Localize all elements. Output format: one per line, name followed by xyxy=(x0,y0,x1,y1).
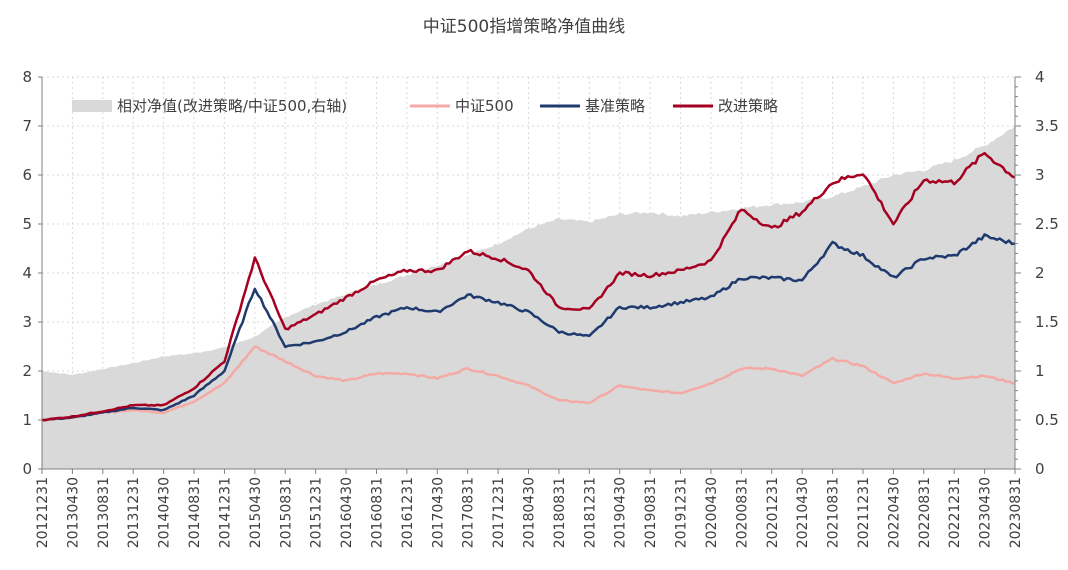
x-tick-label-25: 20210430 xyxy=(795,477,811,548)
chart-title: 中证500指增策略净值曲线 xyxy=(423,17,625,37)
y2-tick-label-7: 3.5 xyxy=(1035,117,1059,135)
legend-label-2: 基准策略 xyxy=(585,97,645,115)
x-tick-label-8: 20150831 xyxy=(278,477,294,548)
y-tick-label-5: 5 xyxy=(22,215,32,233)
y-tick-label-3: 3 xyxy=(22,313,32,331)
x-tick-label-20: 20190831 xyxy=(643,477,659,548)
legend: 相对净值(改进策略/中证500,右轴) 中证500 基准策略 改进策略 xyxy=(72,97,778,115)
x-tick-label-15: 20171231 xyxy=(491,477,507,548)
legend-label-1: 中证500 xyxy=(455,97,514,115)
y-tick-label-6: 6 xyxy=(22,166,32,184)
y2-tick-label-4: 2 xyxy=(1035,264,1045,282)
y2-tick-label-2: 1 xyxy=(1035,362,1045,380)
x-tick-label-17: 20180831 xyxy=(552,477,568,548)
x-tick-label-30: 20221231 xyxy=(947,477,963,548)
area-layer xyxy=(42,126,1015,469)
x-tick-label-12: 20161231 xyxy=(400,477,416,548)
x-tick-label-27: 20211231 xyxy=(856,477,872,548)
y2-tick-label-1: 0.5 xyxy=(1035,411,1059,429)
x-tick-label-23: 20200831 xyxy=(734,477,750,548)
x-tick-label-9: 20151231 xyxy=(309,477,325,548)
x-tick-label-3: 20131231 xyxy=(126,477,142,548)
series-line-1 xyxy=(41,345,1016,422)
x-tick-label-2: 20130831 xyxy=(96,477,112,548)
x-tick-label-6: 20141231 xyxy=(217,477,233,548)
x-tick-label-29: 20220831 xyxy=(917,477,933,548)
series-line-3 xyxy=(41,151,1016,422)
x-tick-label-26: 20210831 xyxy=(826,477,842,548)
x-tick-label-32: 20230831 xyxy=(1008,477,1024,548)
x-tick-label-7: 20150430 xyxy=(248,477,264,548)
x-tick-label-13: 20170430 xyxy=(430,477,446,548)
y-tick-label-0: 0 xyxy=(22,460,32,478)
legend-label-3: 改进策略 xyxy=(718,97,778,115)
x-tick-label-14: 20170831 xyxy=(461,477,477,548)
x-tick-label-24: 20201231 xyxy=(765,477,781,548)
y-tick-label-4: 4 xyxy=(22,264,32,282)
x-tick-label-1: 20130430 xyxy=(65,477,81,548)
x-tick-label-21: 20191231 xyxy=(674,477,690,548)
x-tick-label-16: 20180430 xyxy=(522,477,538,548)
x-tick-label-11: 20160831 xyxy=(369,477,385,548)
series-line-2 xyxy=(41,233,1016,422)
x-tick-label-0: 20121231 xyxy=(35,477,51,548)
line-layer xyxy=(41,151,1016,422)
y-tick-label-8: 8 xyxy=(22,68,32,86)
x-tick-label-5: 20140831 xyxy=(187,477,203,548)
y2-tick-label-6: 3 xyxy=(1035,166,1045,184)
x-tick-label-19: 20190430 xyxy=(613,477,629,548)
legend-swatch-0 xyxy=(72,100,112,112)
x-tick-label-10: 20160430 xyxy=(339,477,355,548)
y2-tick-label-0: 0 xyxy=(1035,460,1045,478)
axis-layer: 0 1 2 3 4 5 6 7 8 0 0.5 1 1.5 2 2.5 3 3.5 4 20121231 201304… xyxy=(22,68,1058,548)
y-tick-label-7: 7 xyxy=(22,117,32,135)
y-tick-label-2: 2 xyxy=(22,362,32,380)
y-tick-label-1: 1 xyxy=(22,411,32,429)
series-area-relative-nav xyxy=(42,126,1015,469)
x-tick-label-18: 20181231 xyxy=(582,477,598,548)
y2-tick-label-5: 2.5 xyxy=(1035,215,1059,233)
y2-tick-label-8: 4 xyxy=(1035,68,1045,86)
x-tick-label-28: 20220430 xyxy=(886,477,902,548)
legend-label-0: 相对净值(改进策略/中证500,右轴) xyxy=(117,97,347,115)
x-tick-label-4: 20140430 xyxy=(157,477,173,548)
x-tick-label-31: 20230430 xyxy=(978,477,994,548)
x-tick-label-22: 20200430 xyxy=(704,477,720,548)
y2-tick-label-3: 1.5 xyxy=(1035,313,1059,331)
